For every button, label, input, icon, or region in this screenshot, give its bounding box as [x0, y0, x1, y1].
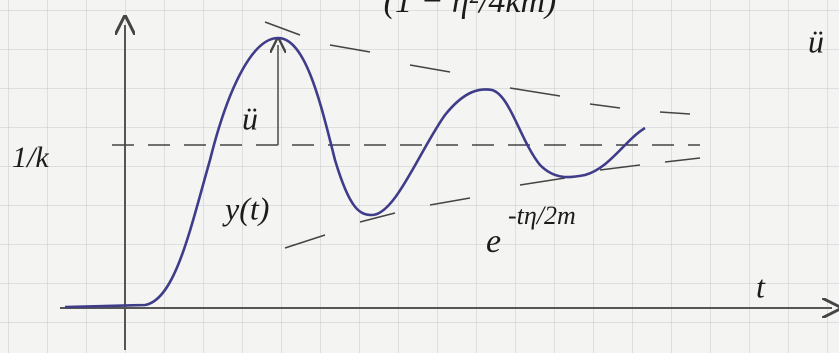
overshoot-label: ü: [242, 100, 258, 136]
corner-label: ü: [808, 23, 824, 59]
envelope-base: e: [486, 223, 501, 260]
level-label: 1/k: [12, 141, 49, 174]
curve-label: y(t): [222, 190, 269, 226]
time-label: t: [756, 268, 766, 304]
top-formula: (1 − η²/4km): [384, 0, 557, 20]
envelope-exponent: -tη/2m: [508, 201, 576, 230]
sketch: (1 − η²/4km) 1/k y(t) ü ü t e -tη/2m: [0, 0, 839, 353]
